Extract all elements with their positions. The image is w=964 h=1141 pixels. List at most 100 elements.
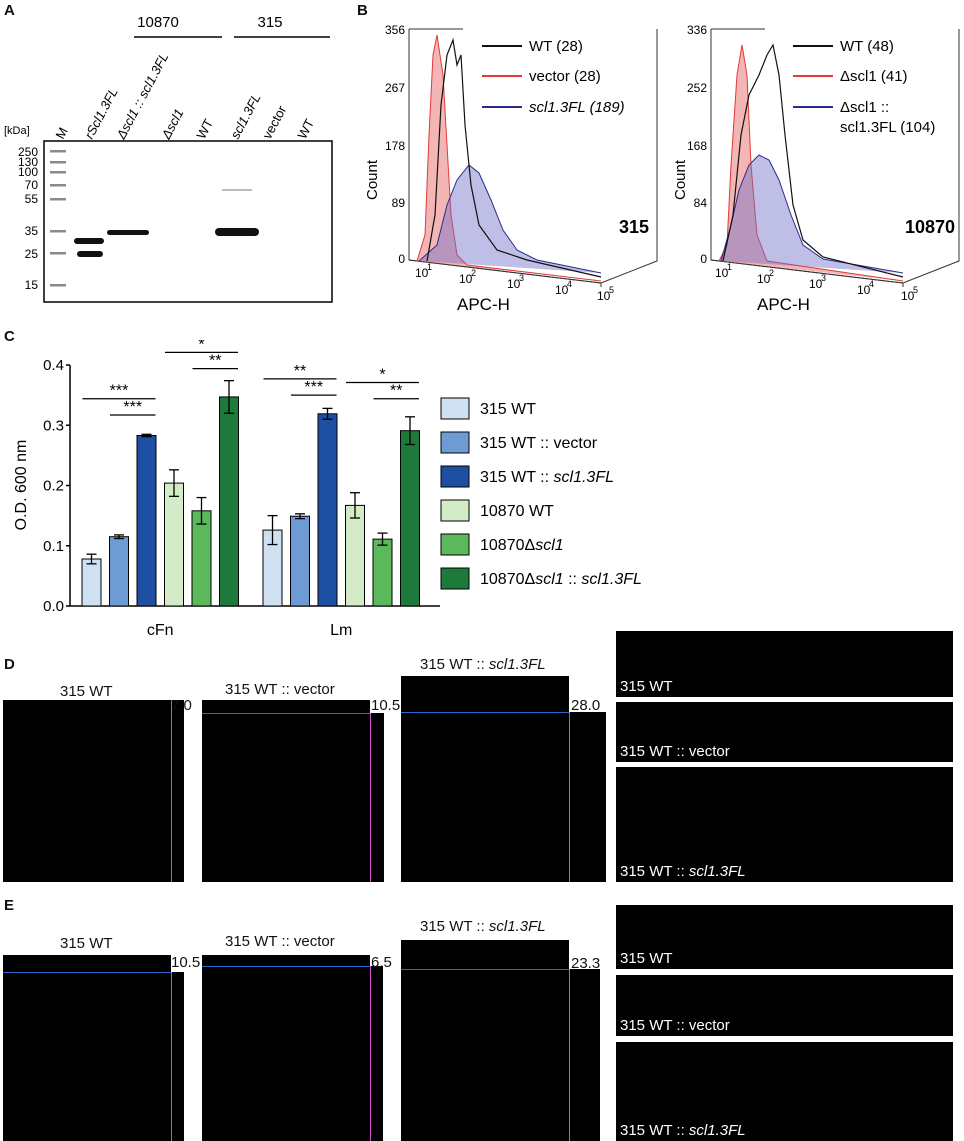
bar (290, 515, 310, 607)
legend-315-scl13fl: scl1.3FL (189) (529, 99, 625, 116)
ytick-10870-2: 168 (687, 139, 707, 153)
lane-label-m: M (52, 125, 70, 142)
d-side-scl13fl (569, 712, 606, 882)
e-side-wt (171, 972, 184, 1141)
d-title-vector: 315 WT :: vector (225, 681, 335, 698)
legend-315-vector: vector (28) (529, 68, 601, 85)
strain-315-label: 315 (257, 14, 282, 31)
marker-55: 55 (25, 192, 39, 206)
strain-label-315: 315 (619, 217, 649, 237)
legend-label: 10870 WT (480, 503, 554, 520)
svg-text:4: 4 (869, 279, 874, 289)
ytick-10870-0: 336 (687, 23, 707, 37)
lane-label-dscl1: Δscl1 (158, 106, 187, 142)
bar (400, 430, 420, 607)
legend-swatch (440, 431, 470, 454)
ytick-315-0: 356 (385, 23, 405, 37)
xtick-315-3: 10 (555, 283, 569, 297)
d-depth-wt: 7.0 (171, 697, 192, 714)
wt-histogram-315 (426, 37, 602, 278)
svg-text:5: 5 (913, 285, 918, 295)
significance-label: *** (110, 383, 129, 400)
legend-label: 315 WT :: scl1.3FL (480, 469, 614, 486)
xtick-10870-4: 10 (901, 289, 915, 303)
marker-250: 250 (18, 145, 38, 159)
x-category-label: cFn (147, 622, 174, 639)
lane-label-wt-315: WT (294, 116, 317, 141)
bar (136, 434, 157, 607)
e-top-wt (3, 955, 171, 973)
d-microscopy-scl13fl (401, 712, 569, 882)
legend-swatch (440, 397, 470, 420)
wt-histogram-10870 (722, 43, 904, 278)
legend-swatch (440, 567, 470, 590)
svg-text:1: 1 (727, 262, 732, 272)
sample-bands (74, 228, 259, 257)
bar (109, 536, 129, 607)
svg-text:5: 5 (609, 285, 614, 295)
significance-label: *** (123, 399, 142, 416)
d-side-wt (171, 700, 184, 882)
marker-100: 100 (18, 165, 38, 179)
bar (81, 558, 102, 607)
complement-histogram-10870 (720, 154, 904, 274)
marker-70: 70 (25, 178, 39, 192)
panel-label-d: D (4, 656, 15, 673)
xtick-315-0: 10 (415, 266, 429, 280)
svg-text:2: 2 (769, 268, 774, 278)
bar (164, 482, 184, 607)
ytick-10870-1: 252 (687, 81, 707, 95)
y-tick-label: 0.2 (43, 478, 64, 495)
e-top-scl13fl (401, 940, 569, 970)
scl13fl-histogram-315 (418, 164, 602, 274)
y-tick-label: 0.0 (43, 598, 64, 615)
legend-10870-dscl1: Δscl1 (41) (840, 68, 908, 85)
d-title-wt: 315 WT (60, 683, 113, 700)
strain-label-10870: 10870 (905, 217, 955, 237)
lane-label-wt-10870: WT (193, 116, 216, 141)
panel-label-b: B (357, 2, 368, 19)
ytick-10870-3: 84 (694, 196, 708, 210)
e-depth-wt: 10.5 (171, 954, 201, 971)
xtick-10870-2: 10 (809, 277, 823, 291)
significance-label: ** (294, 363, 306, 380)
xtick-315-1: 10 (459, 272, 473, 286)
xtick-315-2: 10 (507, 277, 521, 291)
d-microscopy-wt (3, 700, 171, 882)
legend-label: 10870Δscl1 :: scl1.3FL (480, 571, 642, 588)
strain-10870-label: 10870 (137, 14, 179, 31)
d-depth-vector: 10.5 (371, 697, 401, 714)
marker-130: 130 (18, 155, 38, 169)
x-axis-title-315: APC-H (457, 295, 510, 314)
legend-swatch (440, 533, 470, 556)
legend-label: 315 WT (480, 401, 536, 418)
svg-text:2: 2 (471, 268, 476, 278)
bar (219, 396, 239, 607)
ytick-10870-4: 0 (700, 252, 707, 266)
svg-text:3: 3 (821, 273, 826, 283)
panel-label-e: E (4, 897, 15, 914)
d-top-scl13fl (401, 676, 569, 713)
d-microscopy-vector (202, 713, 370, 882)
blot-membrane (43, 140, 333, 303)
legend-10870-wt: WT (48) (840, 38, 894, 55)
x-category-label: Lm (330, 622, 352, 639)
kda-label: [kDa] (4, 125, 30, 137)
d-3d-scl13fl: 315 WT :: scl1.3FL (616, 767, 953, 882)
d-3d-vector: 315 WT :: vector (616, 702, 953, 762)
vector-histogram-315 (416, 34, 602, 282)
significance-label: ** (209, 353, 221, 370)
xtick-10870-0: 10 (715, 266, 729, 280)
svg-text:1: 1 (427, 262, 432, 272)
svg-text:4: 4 (567, 279, 572, 289)
significance-label: *** (304, 379, 323, 396)
d-title-scl13fl: 315 WT :: scl1.3FL (420, 656, 546, 673)
e-3d-wt: 315 WT (616, 905, 953, 969)
marker-25: 25 (25, 247, 39, 261)
legend-10870-complement-b: scl1.3FL (104) (840, 119, 935, 136)
flow-cytometry-panel: Count 356 267 178 89 0 WT (28) vector (2… (364, 23, 960, 314)
ytick-315-1: 267 (385, 81, 405, 95)
legend-label: 10870Δscl1 (480, 537, 564, 554)
significance-label: * (379, 366, 385, 383)
xtick-10870-3: 10 (857, 283, 871, 297)
